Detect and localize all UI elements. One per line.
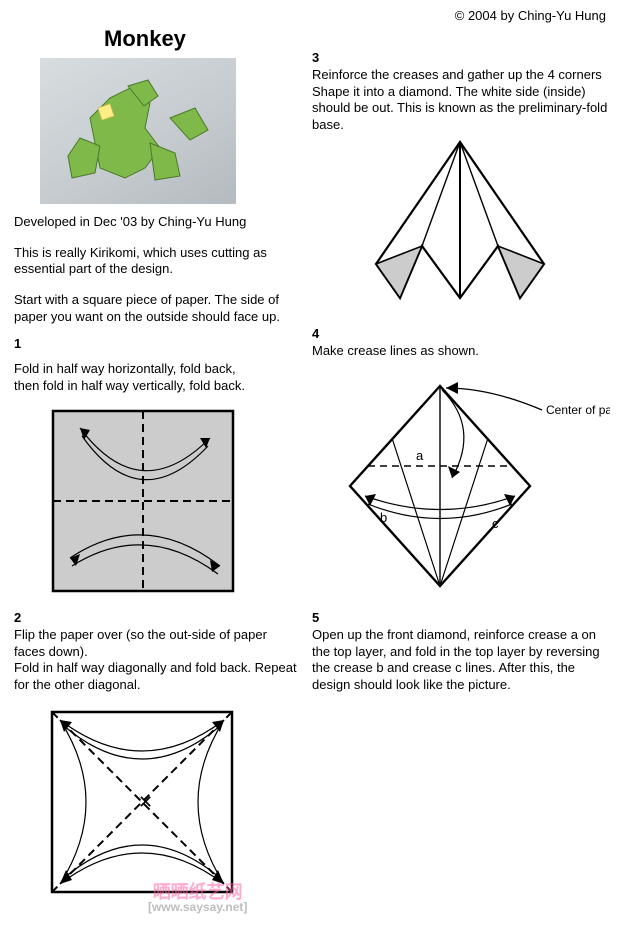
copyright-text: © 2004 by Ching-Yu Hung xyxy=(455,8,606,23)
start-instruction: Start with a square piece of paper. The … xyxy=(14,292,300,325)
step-1-diagram xyxy=(50,408,236,594)
step-5: 5 Open up the front diamond, reinforce c… xyxy=(312,610,608,694)
step-5-text: Open up the front diamond, reinforce cre… xyxy=(312,627,608,694)
model-photo xyxy=(40,58,236,204)
step-3: 3 Reinforce the creases and gather up th… xyxy=(312,50,608,134)
step-2: 2 Flip the paper over (so the out-side o… xyxy=(14,610,300,694)
step-3-number: 3 xyxy=(312,50,608,65)
label-a: a xyxy=(416,448,424,463)
kirikomi-note: This is really Kirikomi, which uses cutt… xyxy=(14,245,300,278)
step-1-text: Fold in half way horizontally, fold back… xyxy=(14,361,300,394)
step-2-text: Flip the paper over (so the out-side of … xyxy=(14,627,300,694)
step-4-diagram: Center of paper a b c xyxy=(320,368,610,598)
step-1-number: 1 xyxy=(14,336,300,351)
step-3-diagram xyxy=(340,136,580,306)
label-c: c xyxy=(492,516,499,531)
intro-block: Developed in Dec '03 by Ching-Yu Hung Th… xyxy=(14,214,300,325)
step-3-text: Reinforce the creases and gather up the … xyxy=(312,67,608,134)
watermark-main: 晒晒纸艺网 xyxy=(153,882,243,902)
svg-text:✕: ✕ xyxy=(138,792,153,812)
page-title: Monkey xyxy=(104,26,186,52)
watermark-sub: [www.saysay.net] xyxy=(148,901,247,913)
step-5-number: 5 xyxy=(312,610,608,625)
step-2-diagram: ✕ xyxy=(42,702,242,902)
watermark: 晒晒纸艺网 [www.saysay.net] xyxy=(148,883,247,913)
step-4-number: 4 xyxy=(312,326,608,341)
label-b: b xyxy=(380,510,387,525)
step-4: 4 Make crease lines as shown. xyxy=(312,326,608,360)
developed-line: Developed in Dec '03 by Ching-Yu Hung xyxy=(14,214,300,231)
step-2-number: 2 xyxy=(14,610,300,625)
step-1: 1 Fold in half way horizontally, fold ba… xyxy=(14,336,300,394)
label-center: Center of paper xyxy=(546,403,610,417)
step-4-text: Make crease lines as shown. xyxy=(312,343,608,360)
